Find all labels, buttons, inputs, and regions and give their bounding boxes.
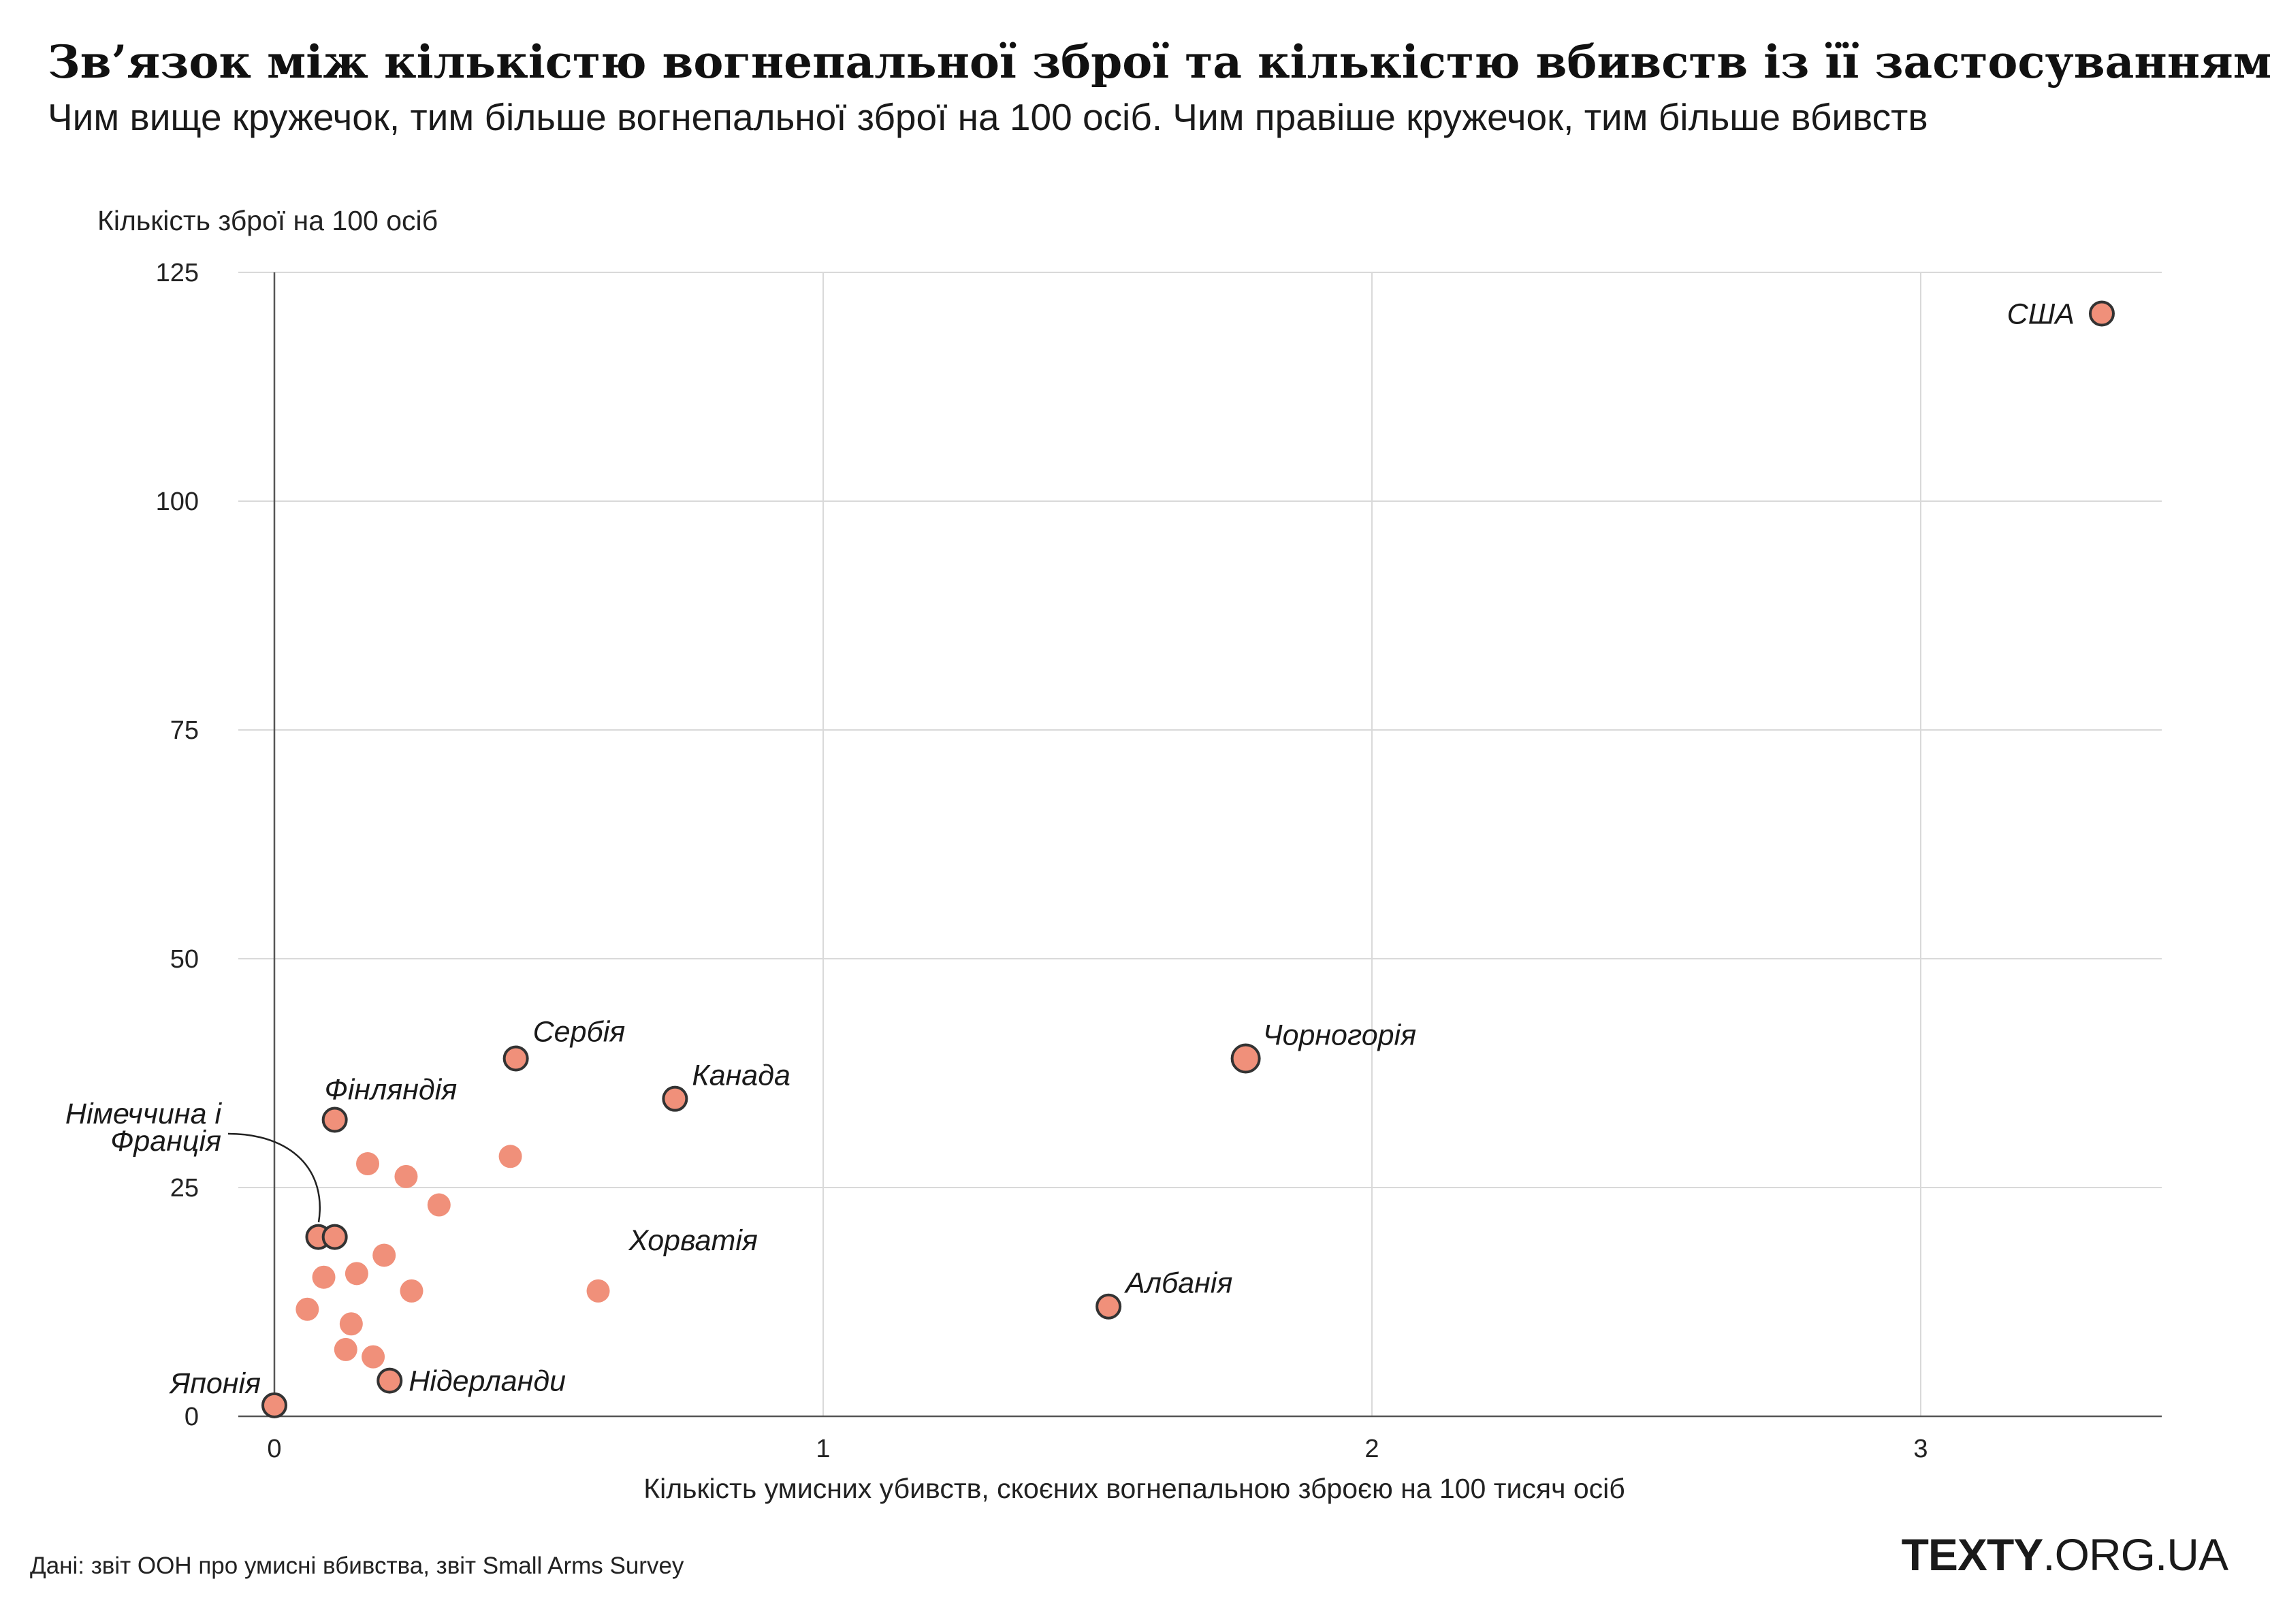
y-tick-label: 75: [170, 716, 199, 745]
point-label: Хорватія: [628, 1224, 758, 1257]
point-label: Албанія: [1123, 1267, 1232, 1300]
data-point[interactable]: [362, 1345, 385, 1369]
y-tick-label: 25: [170, 1174, 199, 1203]
leader-line-germany-france: [227, 1132, 321, 1223]
point-label: Японія: [169, 1367, 261, 1400]
point-label: Сербія: [533, 1015, 626, 1048]
data-point[interactable]: [321, 1106, 348, 1133]
data-point[interactable]: [377, 1367, 403, 1394]
data-point[interactable]: [1096, 1293, 1122, 1320]
x-tick-label: 3: [1913, 1435, 1928, 1463]
data-point[interactable]: [400, 1279, 423, 1303]
data-point[interactable]: [498, 1145, 522, 1168]
data-point[interactable]: [356, 1152, 380, 1176]
data-point[interactable]: [339, 1312, 363, 1336]
y-tick-label: 100: [156, 488, 199, 516]
point-label: Фінляндія: [325, 1074, 458, 1106]
brand-domain: .ORG.UA: [2043, 1529, 2228, 1580]
data-point[interactable]: [334, 1337, 357, 1361]
brand-bold: TEXTY: [1901, 1529, 2044, 1580]
data-point[interactable]: [427, 1193, 451, 1217]
chart-title: Зв’язок між кількістю вогнепальної зброї…: [48, 35, 2270, 89]
x-tick-label: 0: [267, 1435, 281, 1463]
data-point[interactable]: [394, 1164, 418, 1188]
y-axis-title: Кількість зброї на 100 осіб: [97, 205, 438, 236]
data-point[interactable]: [312, 1265, 336, 1289]
point-label: Чорногорія: [1263, 1019, 1416, 1051]
point-label: Нідерланди: [409, 1365, 566, 1398]
point-label-germany-france-1: Німеччина і: [65, 1098, 223, 1130]
y-tick-label: 0: [185, 1403, 199, 1431]
point-label: США: [2007, 298, 2075, 330]
data-source: Дані: звіт ООН про умисні вбивства, звіт…: [30, 1553, 684, 1579]
data-point[interactable]: [295, 1297, 319, 1321]
point-label-germany-france-2: Франція: [110, 1125, 221, 1158]
leader-lines: [227, 1132, 321, 1223]
data-point[interactable]: [345, 1262, 368, 1286]
point-labels: США Чорногорія Сербія Канада Фінляндія Німечч…: [65, 298, 2075, 1399]
data-point[interactable]: [2088, 300, 2115, 327]
tick-labels: 0 25 50 75 100 125 0 1 2 3: [156, 259, 1928, 1463]
data-point[interactable]: [321, 1224, 348, 1250]
y-tick-label: 50: [170, 945, 199, 974]
data-point[interactable]: [502, 1045, 529, 1072]
x-axis-title: Кількість умисних убивств, скоєних вогне…: [643, 1473, 1625, 1504]
grid: [238, 272, 2162, 1416]
data-point[interactable]: [1230, 1043, 1261, 1074]
point-label: Канада: [692, 1060, 790, 1092]
chart-subtitle: Чим вище кружечок, тим більше вогнепальн…: [48, 96, 1928, 138]
axes: [238, 272, 2162, 1418]
x-tick-label: 2: [1364, 1435, 1379, 1463]
x-tick-label: 1: [816, 1435, 830, 1463]
data-point[interactable]: [586, 1279, 610, 1303]
data-points: [261, 300, 2115, 1418]
data-point[interactable]: [261, 1392, 287, 1418]
brand-logo[interactable]: TEXTY.ORG.UA: [1902, 1529, 2228, 1580]
y-tick-label: 125: [156, 259, 199, 287]
data-point[interactable]: [372, 1243, 396, 1267]
data-point[interactable]: [662, 1085, 688, 1112]
